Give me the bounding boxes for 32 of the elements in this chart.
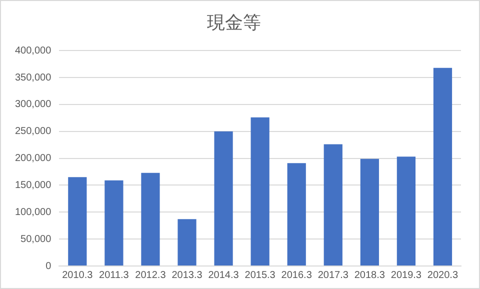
bar bbox=[104, 180, 124, 266]
x-tick-label: 2018.3 bbox=[354, 270, 386, 281]
x-tick-label: 2019.3 bbox=[390, 270, 422, 281]
y-tick-label: 250,000 bbox=[14, 126, 52, 138]
bar bbox=[141, 172, 160, 266]
x-tick-label: 2013.3 bbox=[172, 270, 203, 281]
y-tick-label: 50,000 bbox=[20, 234, 52, 245]
x-tick-label: 2010.3 bbox=[62, 270, 94, 281]
bar bbox=[287, 163, 306, 266]
bar bbox=[68, 177, 87, 266]
y-tick-label: 100,000 bbox=[14, 206, 52, 218]
x-tick-label: 2012.3 bbox=[135, 270, 166, 281]
bar bbox=[250, 117, 270, 266]
chart-title: 現金等 bbox=[207, 12, 261, 34]
y-tick-label: 400,000 bbox=[14, 45, 52, 56]
x-tick-label: 2020.3 bbox=[427, 270, 458, 281]
y-tick-label: 150,000 bbox=[14, 180, 52, 191]
x-tick-label: 2011.3 bbox=[99, 270, 130, 281]
y-tick-label: 300,000 bbox=[14, 99, 52, 110]
x-tick-label: 2014.3 bbox=[208, 270, 240, 281]
x-tick-label: 2015.3 bbox=[244, 270, 276, 281]
bar bbox=[433, 68, 452, 266]
bar bbox=[178, 219, 196, 266]
x-tick-label: 2016.3 bbox=[281, 270, 312, 281]
bar bbox=[360, 158, 379, 266]
x-tick-label: 2017.3 bbox=[318, 270, 349, 281]
bar bbox=[396, 156, 416, 266]
bar bbox=[214, 131, 233, 266]
y-tick-label: 200,000 bbox=[14, 153, 52, 164]
bar bbox=[324, 144, 342, 266]
y-tick-label: 350,000 bbox=[14, 72, 52, 84]
y-tick-label: 0 bbox=[46, 260, 52, 272]
